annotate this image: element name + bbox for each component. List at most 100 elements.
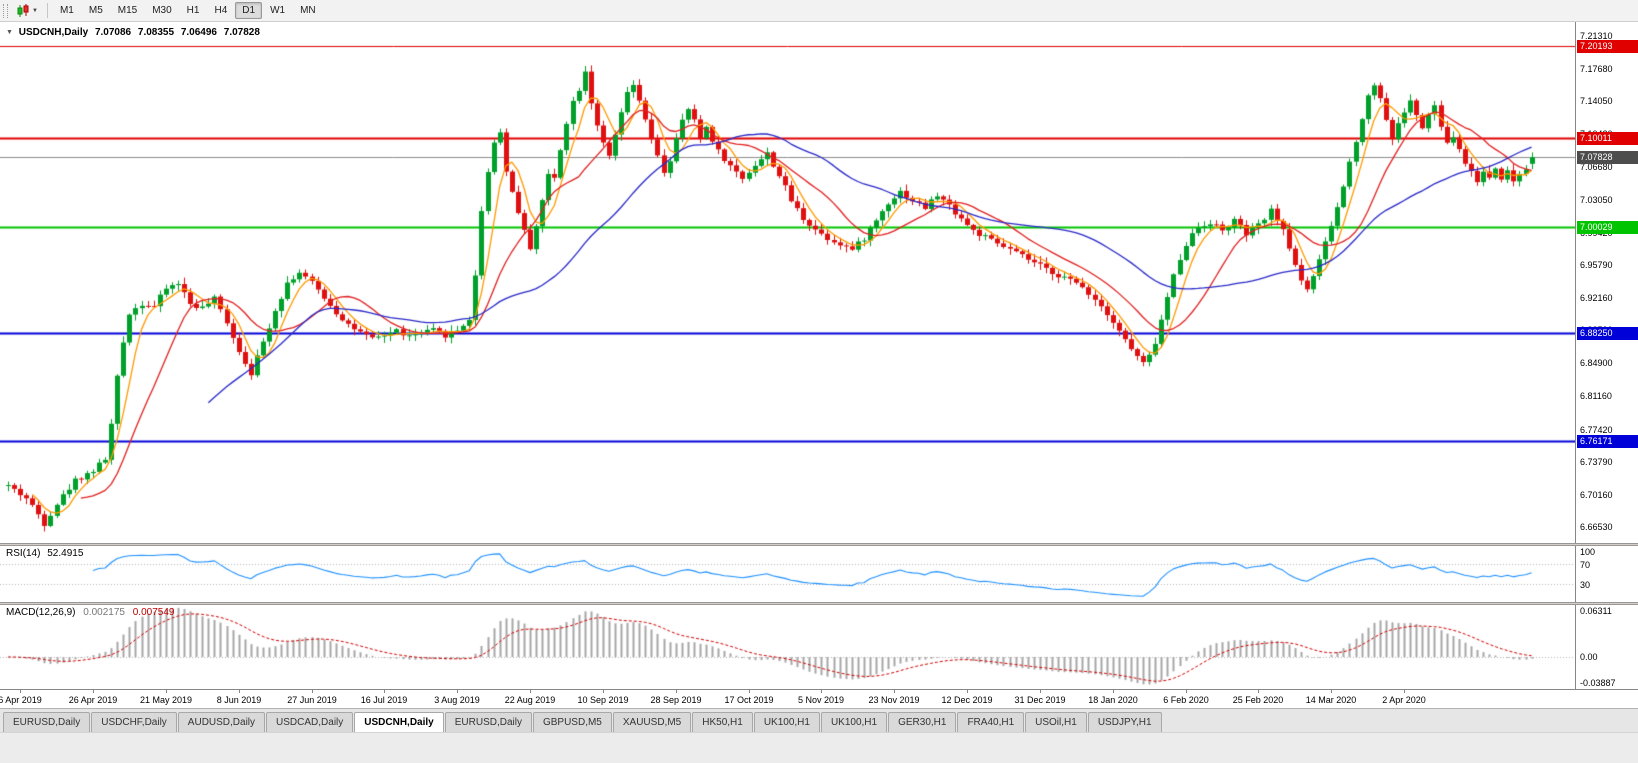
price-axis-tick: 7.06680 [1580, 162, 1613, 173]
level-badge: 6.76171 [1577, 435, 1638, 449]
macd-axis-label: -0.03887 [1580, 678, 1616, 688]
toolbar-grip[interactable] [3, 3, 8, 18]
price-axis-tick: 6.92160 [1580, 292, 1613, 303]
date-label: 8 Jun 2019 [216, 695, 262, 705]
level-badge: 7.10011 [1577, 131, 1638, 145]
toolbar-separator [46, 3, 48, 18]
chart-symbol-period: USDCNH,Daily [18, 27, 89, 38]
price-axis-tick: 6.77420 [1580, 424, 1613, 435]
chart-tab-UK100-H1[interactable]: UK100,H1 [820, 712, 888, 732]
time-axis-tick [530, 690, 531, 693]
chart-tab-HK50-H1[interactable]: HK50,H1 [692, 712, 753, 732]
time-axis-tick [821, 690, 822, 693]
chart-tab-XAUUSD-M5[interactable]: XAUUSD,M5 [612, 712, 692, 732]
timeframe-button-W1[interactable]: W1 [270, 5, 286, 16]
timeframe-button-H4[interactable]: H4 [214, 5, 228, 16]
date-label: 31 Dec 2019 [1014, 695, 1066, 705]
time-axis-tick [967, 690, 968, 693]
chart-tab-GBPUSD-M5[interactable]: GBPUSD,M5 [532, 712, 612, 732]
price-axis-tick: 6.84900 [1580, 357, 1613, 368]
current-price-badge: 7.07828 [1577, 151, 1638, 165]
time-axis-tick [603, 690, 604, 693]
timeframe-button-M30[interactable]: M30 [152, 5, 172, 16]
rsi-name: RSI(14) [6, 548, 41, 559]
chart-title: ▼ USDCNH,Daily 7.07086 7.08355 7.06496 7… [6, 27, 264, 38]
pane-divider[interactable] [0, 543, 1638, 546]
chart-tab-AUDUSD-Daily[interactable]: AUDUSD,Daily [177, 712, 266, 732]
date-label: 22 Aug 2019 [504, 695, 556, 705]
macd-signal-value: 0.007549 [132, 607, 175, 618]
time-axis-tick [1404, 690, 1405, 693]
time-axis-tick [93, 690, 94, 693]
timeframe-button-H1[interactable]: H1 [186, 5, 200, 16]
rsi-axis-label: 70 [1580, 560, 1591, 570]
price-axis-tick: 6.66530 [1580, 522, 1613, 533]
timeframe-button-D1[interactable]: D1 [235, 2, 263, 19]
macd-main-value: 0.002175 [83, 607, 125, 618]
time-axis-tick [384, 690, 385, 693]
date-label: 27 Jun 2019 [287, 695, 337, 705]
date-label: 16 Jul 2019 [360, 695, 408, 705]
timeframe-button-MN[interactable]: MN [300, 5, 316, 16]
timeframe-button-M15[interactable]: M15 [117, 5, 138, 16]
chart-tab-USOil-H1[interactable]: USOil,H1 [1025, 712, 1087, 732]
chart-tab-USDCHF-Daily[interactable]: USDCHF,Daily [91, 712, 177, 732]
chart-tab-USDCNH-Daily[interactable]: USDCNH,Daily [354, 712, 444, 732]
time-axis-tick [166, 690, 167, 693]
date-label: 25 Feb 2020 [1232, 695, 1284, 705]
chart-tab-USDCAD-Daily[interactable]: USDCAD,Daily [266, 712, 354, 732]
date-label: 2 Apr 2020 [1382, 695, 1426, 705]
time-axis-tick [1040, 690, 1041, 693]
date-label: 3 Aug 2019 [434, 695, 480, 705]
time-axis-tick [457, 690, 458, 693]
date-label: 6 Apr 2019 [0, 695, 42, 705]
macd-axis-label: 0.06311 [1580, 606, 1612, 616]
chart-tab-USDJPY-H1[interactable]: USDJPY,H1 [1087, 712, 1162, 732]
macd-indicator-label: MACD(12,26,9) 0.002175 0.007549 [6, 607, 174, 618]
level-badge: 6.88250 [1577, 326, 1638, 340]
date-label: 12 Dec 2019 [941, 695, 993, 705]
chart-tab-FRA40-H1[interactable]: FRA40,H1 [957, 712, 1025, 732]
collapse-triangle-icon[interactable]: ▼ [6, 29, 13, 36]
chart-tab-bar: EURUSD,Daily USDCHF,Daily AUDUSD,Daily USDC… [0, 708, 1638, 732]
time-axis-tick [1258, 690, 1259, 693]
time-axis-tick [749, 690, 750, 693]
price-axis-tick: 6.73790 [1580, 457, 1613, 468]
pane-divider[interactable] [0, 602, 1638, 605]
price-chart-canvas[interactable] [0, 22, 1575, 689]
date-label: 5 Nov 2019 [797, 695, 845, 705]
price-axis-tick: 6.70160 [1580, 489, 1613, 500]
quote-close: 7.07828 [223, 27, 260, 38]
dropdown-caret-icon: ▼ [32, 7, 38, 14]
chart-type-button[interactable]: ▼ [12, 2, 42, 20]
price-axis-tick: 6.81160 [1580, 391, 1612, 402]
chart-tab-EURUSD-Daily[interactable]: EURUSD,Daily [3, 712, 91, 732]
quote-low: 7.06496 [180, 27, 217, 38]
time-axis-tick [894, 690, 895, 693]
price-axis[interactable]: 7.213107.176807.140507.104207.066807.030… [1575, 22, 1638, 689]
quote-high: 7.08355 [137, 27, 175, 38]
level-badge: 7.00029 [1577, 221, 1638, 235]
chart-tab-GER30-H1[interactable]: GER30,H1 [888, 712, 957, 732]
window-bottom-strip [0, 732, 1638, 763]
time-axis-tick [1186, 690, 1187, 693]
date-label: 10 Sep 2019 [577, 695, 629, 705]
chart-tab-EURUSD-Daily[interactable]: EURUSD,Daily [444, 712, 532, 732]
date-label: 28 Sep 2019 [650, 695, 702, 705]
time-axis-tick [676, 690, 677, 693]
time-axis-tick [312, 690, 313, 693]
time-axis[interactable]: 6 Apr 2019 26 Apr 2019 21 May 2019 8 Jun 20… [0, 689, 1638, 708]
price-axis-tick: 7.03050 [1580, 195, 1613, 205]
timeframe-button-M1[interactable]: M1 [59, 5, 74, 16]
timeframe-button-M5[interactable]: M5 [88, 5, 103, 16]
date-label: 6 Feb 2020 [1163, 695, 1209, 705]
macd-name: MACD(12,26,9) [6, 607, 76, 618]
date-label: 23 Nov 2019 [868, 695, 920, 705]
rsi-axis-label: 30 [1580, 580, 1591, 590]
price-axis-tick: 6.95790 [1580, 260, 1613, 271]
chart-tab-UK100-H1[interactable]: UK100,H1 [753, 712, 820, 732]
price-axis-tick: 7.17680 [1580, 63, 1613, 74]
date-label: 18 Jan 2020 [1088, 695, 1138, 705]
top-toolbar: ▼ M1 M5 M15 M30 H1 H4 D1 W1 MN [0, 0, 1638, 22]
quote-open: 7.07086 [94, 27, 132, 38]
